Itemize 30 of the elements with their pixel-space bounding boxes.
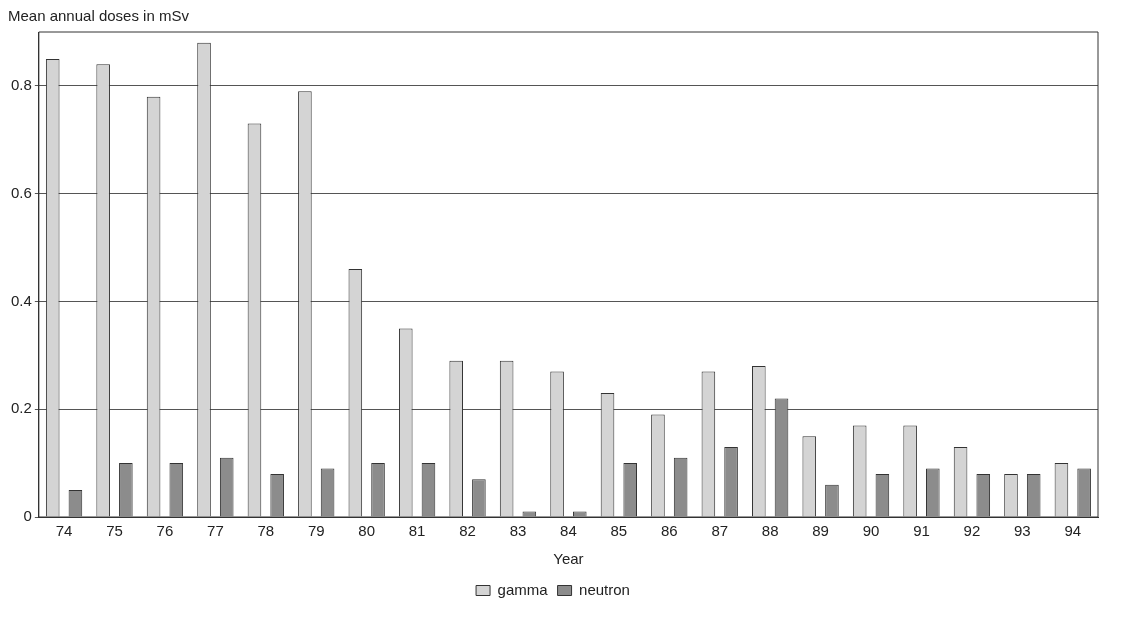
x-tick-label: 87: [711, 522, 729, 540]
x-tick-label: 91: [913, 522, 930, 540]
x-tick-label: 86: [660, 522, 678, 540]
x-tick-label: 90: [862, 522, 880, 540]
y-axis-title: Mean annual doses in mSv: [8, 7, 190, 25]
x-tick-label: 74: [55, 522, 73, 540]
x-tick-label: 94: [1064, 522, 1082, 540]
x-tick-label: 92: [963, 522, 981, 540]
y-tick-label: 0.4: [10, 291, 32, 309]
x-tick-label: 82: [459, 522, 476, 540]
x-tick-label: 79: [307, 522, 325, 540]
y-tick-label: 0: [23, 507, 32, 525]
y-tick-label: 0.8: [10, 76, 32, 94]
x-axis-title: Year: [553, 550, 584, 568]
x-tick-label: 77: [207, 522, 224, 540]
x-tick-label: 76: [156, 522, 174, 540]
x-tick-label: 83: [509, 522, 527, 540]
x-tick-label: 78: [257, 522, 275, 540]
x-tick-label: 93: [1014, 522, 1031, 540]
legend-label: neutron: [579, 580, 630, 598]
y-tick-label: 0.2: [10, 399, 32, 417]
x-tick-label: 85: [610, 522, 628, 540]
x-tick-label: 88: [761, 522, 779, 540]
x-tick-label: 75: [106, 522, 123, 540]
x-tick-label: 84: [560, 522, 577, 540]
y-tick-label: 0.6: [10, 183, 32, 201]
x-tick-label: 80: [358, 522, 376, 540]
x-tick-label: 89: [812, 522, 829, 540]
legend-label: gamma: [497, 580, 549, 598]
x-tick-label: 81: [408, 522, 426, 540]
